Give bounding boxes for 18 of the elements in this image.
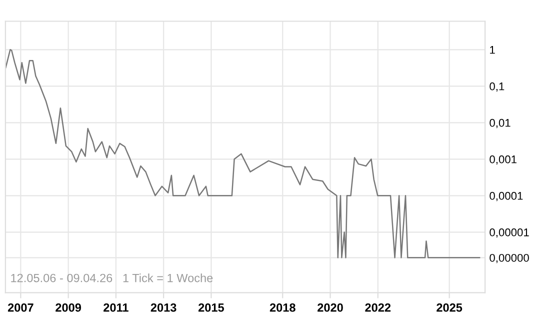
y-tick-label: 0,00000 xyxy=(490,254,529,264)
x-tick-label: 2015 xyxy=(198,303,224,312)
y-tick-label: 0,1 xyxy=(490,82,504,92)
y-tick-label: 1 xyxy=(490,46,495,54)
annotation: 12.05.06 - 09.04.26 1 Tick = 1 Woche xyxy=(11,274,213,282)
y-tick-label: 0,01 xyxy=(490,118,510,128)
x-tick-label: 2013 xyxy=(150,303,176,312)
x-tick-label: 2011 xyxy=(104,303,128,312)
x-tick-label: 2009 xyxy=(56,303,82,312)
line-series xyxy=(5,49,480,258)
x-tick-label: 2022 xyxy=(365,303,391,312)
x-tick-label: 2025 xyxy=(436,303,462,312)
x-tick-label: 2020 xyxy=(318,303,343,312)
x-tick-label: 2007 xyxy=(8,303,34,312)
x-tick-label: 2018 xyxy=(270,303,296,312)
y-tick-label: 0,001 xyxy=(490,155,516,165)
y-tick-label: 0,0001 xyxy=(490,192,523,202)
y-tick-label: 0,00001 xyxy=(490,228,529,238)
